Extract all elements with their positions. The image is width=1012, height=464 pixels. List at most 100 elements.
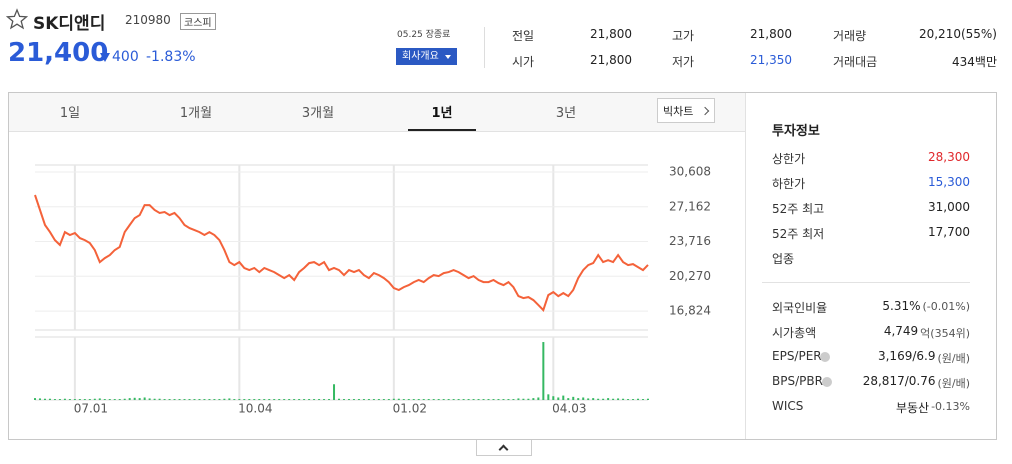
volume-bar <box>342 399 345 400</box>
volume-bar <box>422 399 425 400</box>
volume-bar <box>228 398 231 400</box>
quote-value: 20,210(55%) <box>918 27 997 41</box>
y-tick-label: 30,608 <box>669 164 711 178</box>
volume-bar <box>318 399 321 400</box>
volume-bar <box>367 399 370 400</box>
quote-label: 시가 <box>512 55 535 69</box>
big-chart-button[interactable]: 빅차트 <box>657 98 715 123</box>
volume-bar <box>143 397 146 400</box>
info-label: WICS <box>772 399 804 413</box>
volume-bar <box>477 399 480 400</box>
info-label: 52주 최고 <box>772 202 825 216</box>
volume-bar <box>437 399 440 400</box>
volume-bar <box>482 399 485 400</box>
volume-bar <box>198 399 201 400</box>
volume-bar <box>577 398 580 400</box>
period-tab[interactable]: 1년 <box>431 106 453 121</box>
volume-bar <box>607 398 610 400</box>
info-label: 하한가 <box>772 177 806 191</box>
period-tab[interactable]: 1개월 <box>179 106 213 121</box>
volume-bar <box>243 399 246 400</box>
volume-bar <box>303 399 306 400</box>
quote-value: 21,800 <box>590 53 632 67</box>
volume-bar <box>238 399 241 400</box>
period-tab[interactable]: 1일 <box>59 106 81 121</box>
panel-divider <box>745 93 746 439</box>
info-sub: (원/배) <box>937 352 970 365</box>
volume-bar <box>158 398 161 400</box>
volume-bar <box>88 399 91 400</box>
volume-bar <box>288 399 291 400</box>
volume-bar <box>273 399 276 400</box>
stock-code: 210980 <box>125 13 171 27</box>
info-label: 외국인비율 <box>772 301 828 315</box>
y-tick-label: 16,824 <box>669 304 711 318</box>
volume-bar <box>642 399 645 400</box>
volume-bar <box>567 398 570 400</box>
info-sub: (원/배) <box>937 377 970 390</box>
market-badge: 코스피 <box>180 13 216 30</box>
volume-bar <box>178 399 181 400</box>
x-tick-label: 07.01 <box>74 402 108 416</box>
volume-bar <box>612 398 615 400</box>
favorite-star[interactable] <box>6 8 28 30</box>
volume-bar <box>617 398 620 400</box>
dropdown-caret <box>445 55 451 59</box>
collapse-toggle[interactable] <box>476 440 532 456</box>
volume-bar <box>382 399 385 400</box>
change-rate: -1.83% <box>146 49 196 65</box>
period-tab[interactable]: 3개월 <box>301 106 335 121</box>
separator <box>762 282 970 283</box>
volume-bar <box>512 399 515 400</box>
volume-bar <box>562 395 565 400</box>
info-value: 28,300 <box>928 150 970 164</box>
y-tick-label: 20,270 <box>669 269 711 283</box>
volume-bar <box>347 399 350 400</box>
chevron <box>498 444 509 455</box>
info-value: 부동산 <box>895 401 930 415</box>
volume-bar <box>183 399 186 400</box>
info-value: 5.31% <box>882 299 921 313</box>
volume-bar <box>592 398 595 400</box>
volume-bar <box>328 399 331 400</box>
volume-bar <box>103 399 106 400</box>
volume-bar <box>587 398 590 400</box>
volume-bar <box>582 397 585 400</box>
volume-bar <box>377 399 380 400</box>
volume-bar <box>203 399 206 400</box>
info-label: 52주 최저 <box>772 227 825 241</box>
volume-bar <box>253 399 256 400</box>
info-label: 시가총액 <box>772 326 817 340</box>
info-sub: 억(354위) <box>920 327 970 340</box>
volume-bar <box>432 399 435 400</box>
volume-bar <box>557 397 560 400</box>
info-sub: -0.13% <box>931 400 970 413</box>
volume-bar <box>372 399 375 400</box>
quote-value: 21,350 <box>750 53 792 67</box>
period-tab[interactable]: 3년 <box>555 106 577 121</box>
volume-bar <box>93 398 96 400</box>
info-value: 31,000 <box>928 200 970 214</box>
company-button[interactable]: 회사개요 <box>396 48 457 65</box>
volume-bar <box>602 398 605 400</box>
quote-value: 21,800 <box>590 27 632 41</box>
volume-bar <box>133 397 136 400</box>
volume-bar <box>128 398 131 400</box>
market-status: 05.25 장종료 <box>397 30 451 40</box>
volume-bar <box>213 399 216 400</box>
quote-label: 저가 <box>672 55 695 69</box>
volume-bar <box>542 342 545 400</box>
volume-bar <box>647 398 649 400</box>
info-label: 상한가 <box>772 152 806 166</box>
volume-bar <box>188 399 191 400</box>
price-change: 400 <box>112 49 139 65</box>
volume-bar <box>163 399 166 400</box>
volume-bar <box>397 398 400 400</box>
info-label: BPS/PBR <box>772 374 823 388</box>
volume-bar <box>392 398 395 400</box>
volume-bar <box>537 397 540 400</box>
volume-bar <box>83 399 86 400</box>
help-icon <box>820 352 830 362</box>
volume-bar <box>417 399 420 400</box>
quote-label: 거래대금 <box>833 55 878 69</box>
